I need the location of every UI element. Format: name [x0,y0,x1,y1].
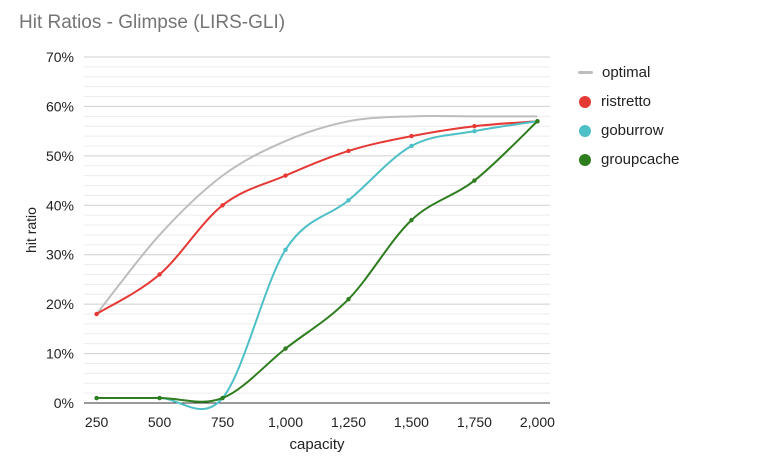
y-tick-label: 10% [46,346,74,362]
x-tick-label: 2,000 [520,414,555,430]
ristretto-point [157,272,162,277]
legend-item-goburrow: goburrow [578,116,679,145]
groupcache-point [94,395,99,401]
gridlines [84,56,550,394]
x-tick-label: 1,750 [457,414,492,430]
legend-label: ristretto [601,93,652,110]
y-axis-label: hit ratio [23,207,39,253]
x-axis-ticks: 250 500 750 1,000 1,250 1,500 1,750 2,000 [85,414,555,430]
ristretto-point [94,311,99,317]
y-tick-label: 0% [54,395,74,411]
y-tick-label: 40% [46,197,74,213]
goburrow-point [346,198,351,203]
x-tick-label: 1,500 [394,414,429,430]
goburrow-point [409,143,414,149]
x-tick-label: 250 [85,414,109,430]
x-tick-label: 1,000 [268,414,303,430]
goburrow-point [472,128,477,134]
x-tick-label: 750 [211,414,235,430]
groupcache-point [535,119,540,124]
legend-label: optimal [602,64,651,81]
groupcache-point [220,395,225,401]
x-axis-label: capacity [289,436,345,453]
ristretto-point [220,203,225,208]
chart-title: Hit Ratios - Glimpse (LIRS-GLI) [19,12,286,33]
y-axis-ticks: 0% 10% 20% 30% 40% 50% 60% 70% [46,49,74,411]
x-tick-label: 1,250 [331,414,366,430]
series-optimal [95,114,538,315]
x-tick-label: 500 [148,414,172,430]
legend-swatch [578,71,593,74]
y-tick-label: 30% [46,247,74,263]
legend-label: goburrow [601,122,664,139]
ristretto-point [346,148,351,154]
series-groupcache [94,119,540,403]
legend-swatch [579,153,591,166]
groupcache-point [283,346,288,351]
groupcache-line [96,120,539,403]
groupcache-point [157,395,162,401]
ristretto-point [409,133,414,139]
y-tick-label: 60% [46,98,74,114]
legend-item-ristretto: ristretto [578,87,679,116]
y-tick-label: 20% [46,296,74,312]
goburrow-point [283,247,288,252]
series-ristretto [94,119,540,317]
legend-swatch [579,124,591,137]
optimal-line [95,114,538,315]
groupcache-point [472,178,477,183]
ristretto-point [472,124,477,129]
legend-label: groupcache [601,151,680,168]
groupcache-point [346,297,351,302]
legend: optimal ristretto goburrow groupcache [578,58,679,174]
legend-item-optimal: optimal [578,58,679,87]
y-tick-label: 70% [46,49,74,65]
goburrow-line [96,120,538,410]
legend-swatch [579,95,591,108]
ristretto-line [96,120,538,315]
groupcache-point [409,217,414,223]
ristretto-point [283,173,288,178]
y-tick-label: 50% [46,148,74,164]
series-lines [94,114,540,410]
legend-item-groupcache: groupcache [578,145,679,174]
